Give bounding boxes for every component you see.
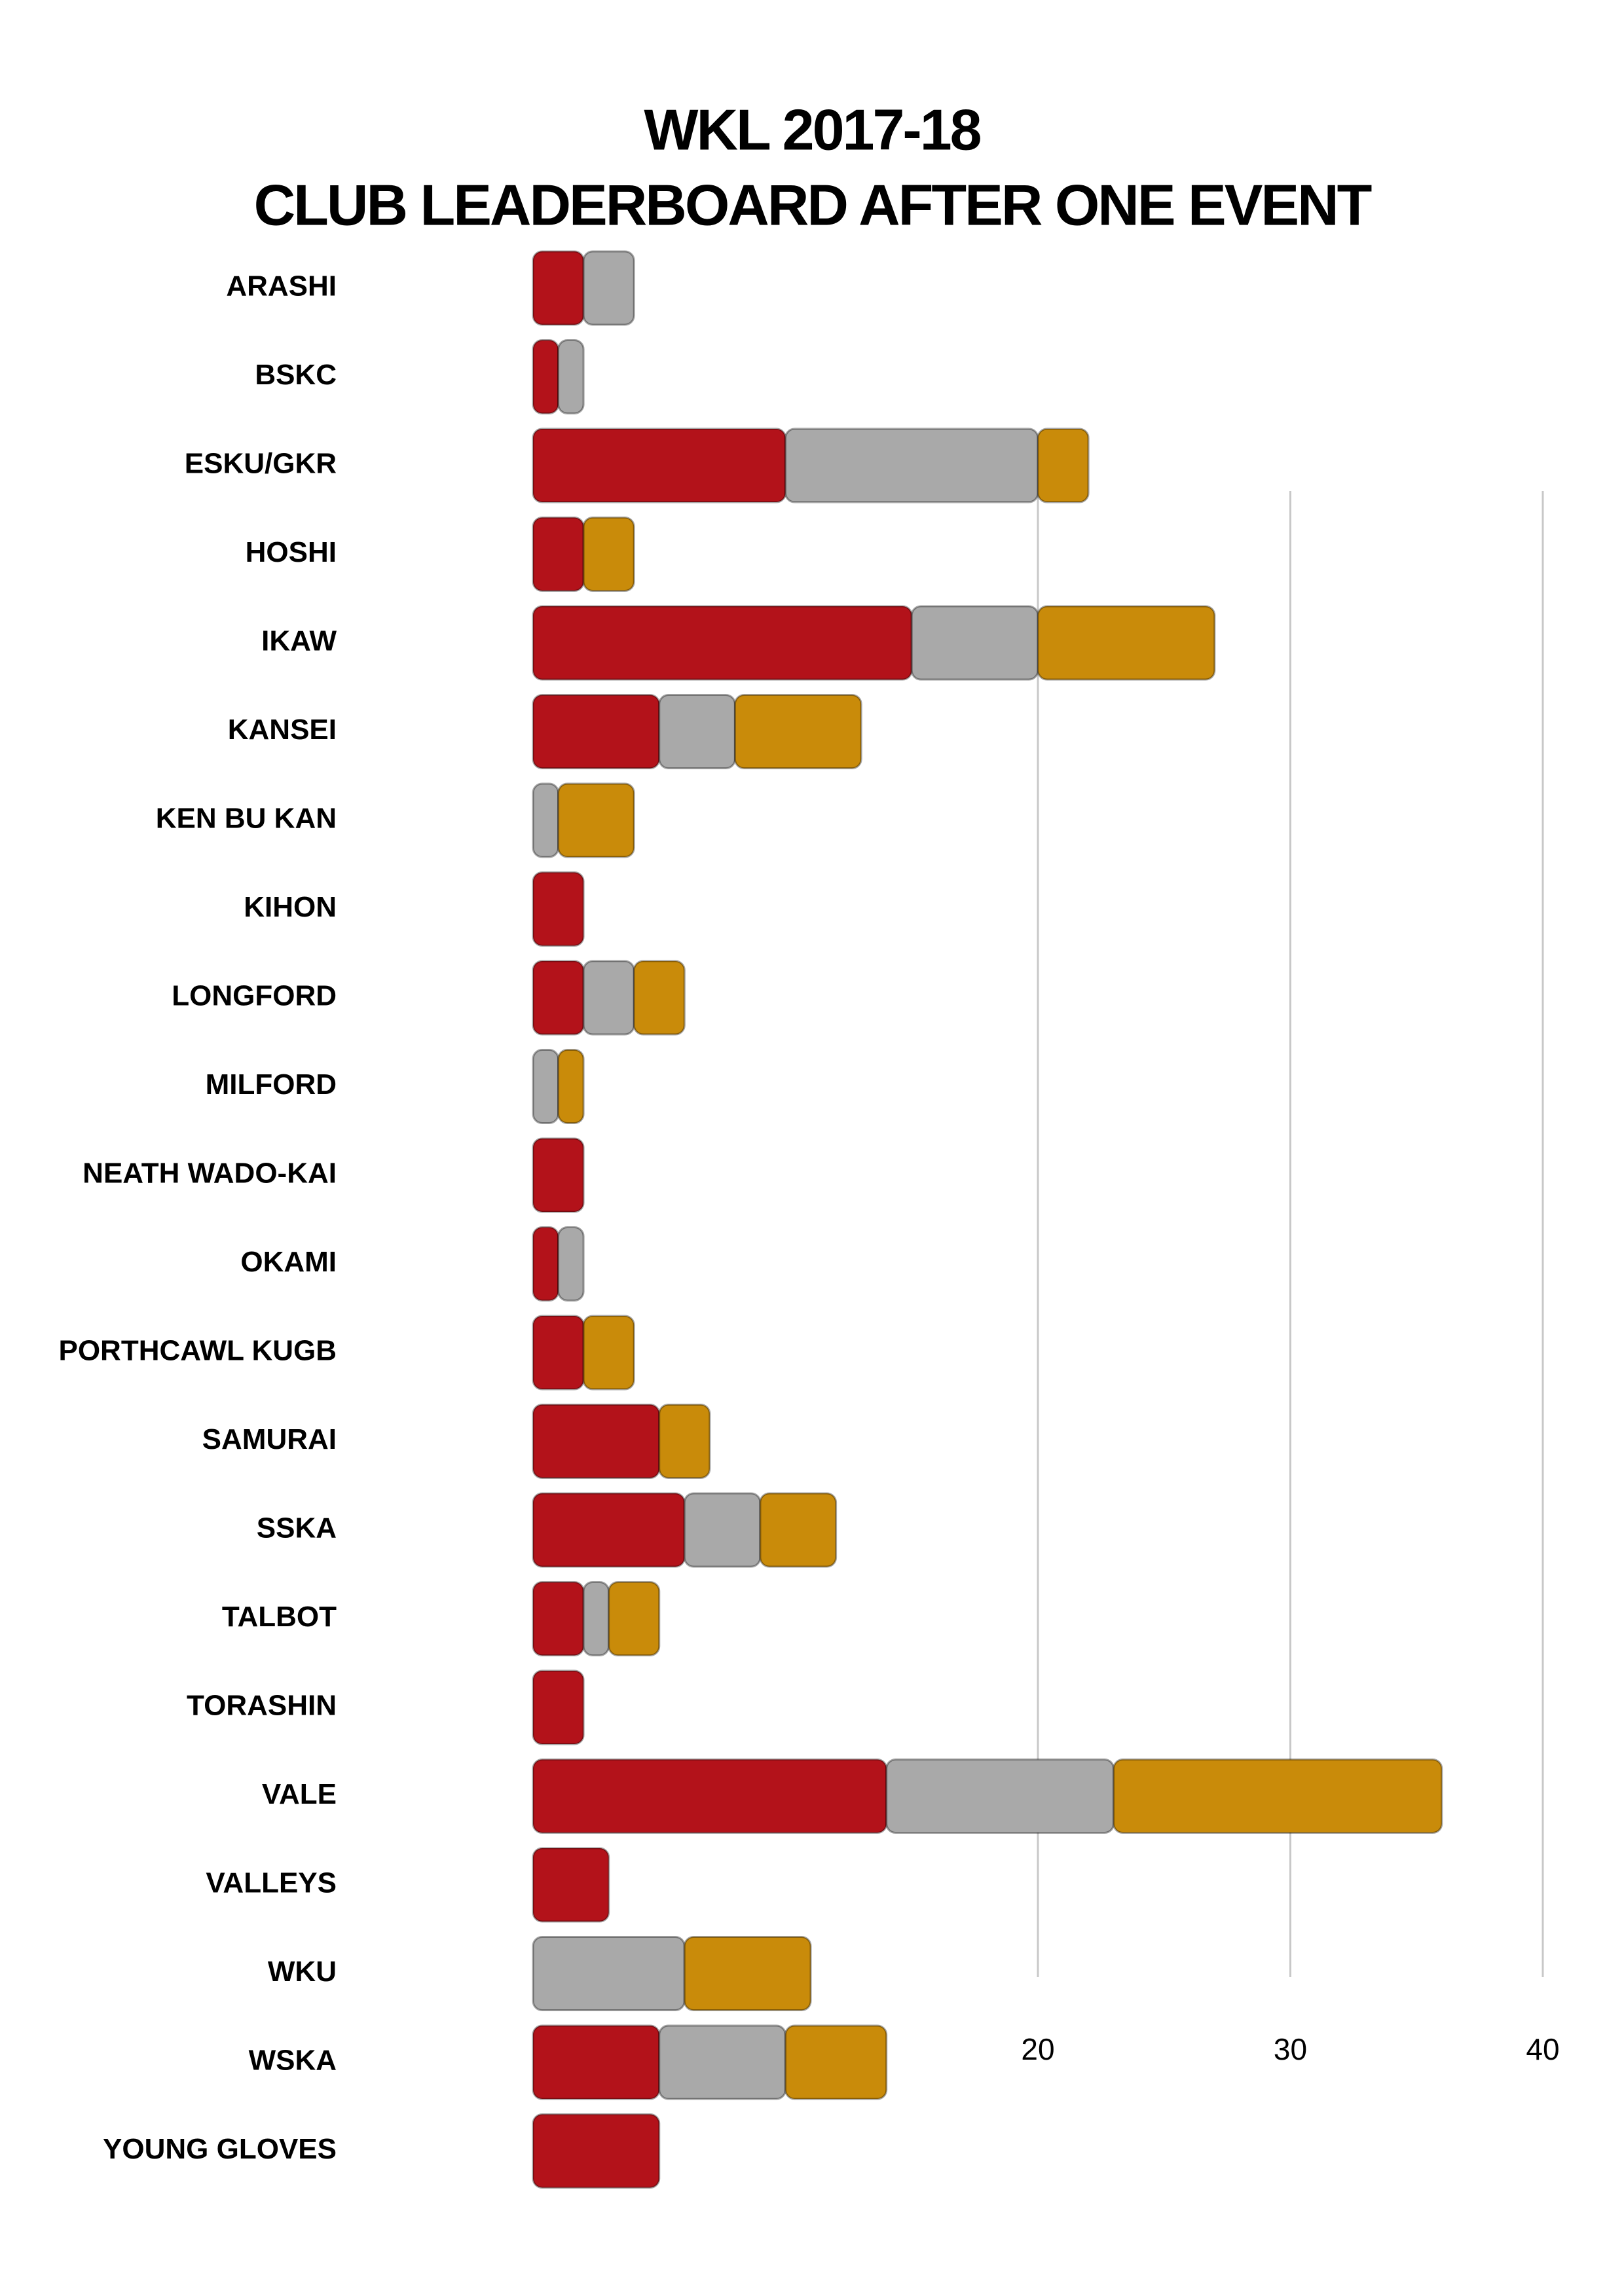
bar-segment xyxy=(532,1404,661,1479)
chart-subtitle: CLUB LEADERBOARD AFTER ONE EVENT xyxy=(254,172,1372,237)
y-tick-label: LONGFORD xyxy=(172,980,337,1012)
y-tick-label: SSKA xyxy=(257,1512,337,1544)
bar-segment xyxy=(683,1492,762,1568)
bar-segment xyxy=(733,694,862,769)
y-tick-label: KANSEI xyxy=(228,714,337,746)
bar-segment xyxy=(532,1581,585,1656)
bar-segment xyxy=(658,694,736,769)
bar-segment xyxy=(532,1669,585,1745)
bar-segment xyxy=(784,428,1039,503)
bar-segment xyxy=(532,428,786,503)
bar-segment xyxy=(532,2024,661,2100)
bar-segment xyxy=(582,1581,610,1656)
bar-segment xyxy=(910,605,1039,681)
bar-segment xyxy=(759,1492,838,1568)
y-tick-label: ESKU/GKR xyxy=(185,448,337,480)
bar-segment xyxy=(885,1758,1115,1834)
bar-segment xyxy=(532,1936,686,2011)
x-tick-label: 40 xyxy=(1526,2032,1559,2066)
bar-segment xyxy=(658,1404,711,1479)
bar-segment xyxy=(532,2113,661,2189)
bar-segment xyxy=(532,605,913,681)
bar-segment xyxy=(532,1315,585,1391)
y-tick-label: KEN BU KAN xyxy=(156,803,337,835)
bar-segment xyxy=(582,250,635,326)
bar-segment xyxy=(683,1936,812,2011)
y-tick-label: ARASHI xyxy=(226,270,337,302)
y-tick-label: WSKA xyxy=(249,2045,337,2077)
y-tick-label: NEATH WADO-KAI xyxy=(83,1157,337,1190)
chart-title: WKL 2017-18 xyxy=(644,97,980,162)
y-tick-label: OKAMI xyxy=(240,1246,337,1278)
bar-segment xyxy=(633,960,686,1036)
y-tick-label: MILFORD xyxy=(206,1068,337,1101)
bar-segment xyxy=(582,960,635,1036)
y-tick-label: VALLEYS xyxy=(206,1867,337,1899)
y-tick-label: HOSHI xyxy=(246,536,337,568)
bar-segment xyxy=(532,1758,888,1834)
bar-segment xyxy=(532,871,585,947)
bar-segment xyxy=(557,339,585,414)
bar-segment xyxy=(532,1137,585,1213)
bar-segment xyxy=(532,694,661,769)
bar-segment xyxy=(532,782,560,858)
bar-segment xyxy=(532,960,585,1036)
y-tick-label: KIHON xyxy=(244,891,337,923)
bar-segment xyxy=(532,1492,686,1568)
bar-segment xyxy=(532,339,560,414)
bar-segment xyxy=(1113,1758,1443,1834)
x-tick-label: 20 xyxy=(1021,2032,1054,2066)
bar-segment xyxy=(608,1581,661,1656)
y-tick-label: IKAW xyxy=(261,625,337,657)
bar-segment xyxy=(1037,428,1090,503)
y-tick-label: VALE xyxy=(262,1778,337,1810)
y-tick-label: TORASHIN xyxy=(187,1690,337,1722)
y-tick-label: BSKC xyxy=(255,359,337,391)
bar-segment xyxy=(1037,605,1216,681)
bar-segment xyxy=(557,1226,585,1302)
bar-segment xyxy=(658,2024,786,2100)
bar-segment xyxy=(582,517,635,592)
bar-segment xyxy=(532,517,585,592)
y-tick-label: WKU xyxy=(268,1956,337,1988)
y-tick-label: PORTHCAWL KUGB xyxy=(58,1335,337,1367)
bar-segment xyxy=(532,1847,610,1923)
bar-segment xyxy=(532,1049,560,1124)
x-tick-label: 30 xyxy=(1274,2032,1307,2066)
bar-segment xyxy=(557,782,635,858)
y-tick-label: SAMURAI xyxy=(202,1423,337,1455)
bar-segment xyxy=(784,2024,888,2100)
bar-segment xyxy=(532,250,585,326)
bar-segment xyxy=(582,1315,635,1391)
y-tick-label: YOUNG GLOVES xyxy=(103,2133,337,2165)
bar-segment xyxy=(532,1226,560,1302)
bar-segment xyxy=(557,1049,585,1124)
y-tick-label: TALBOT xyxy=(222,1601,337,1633)
